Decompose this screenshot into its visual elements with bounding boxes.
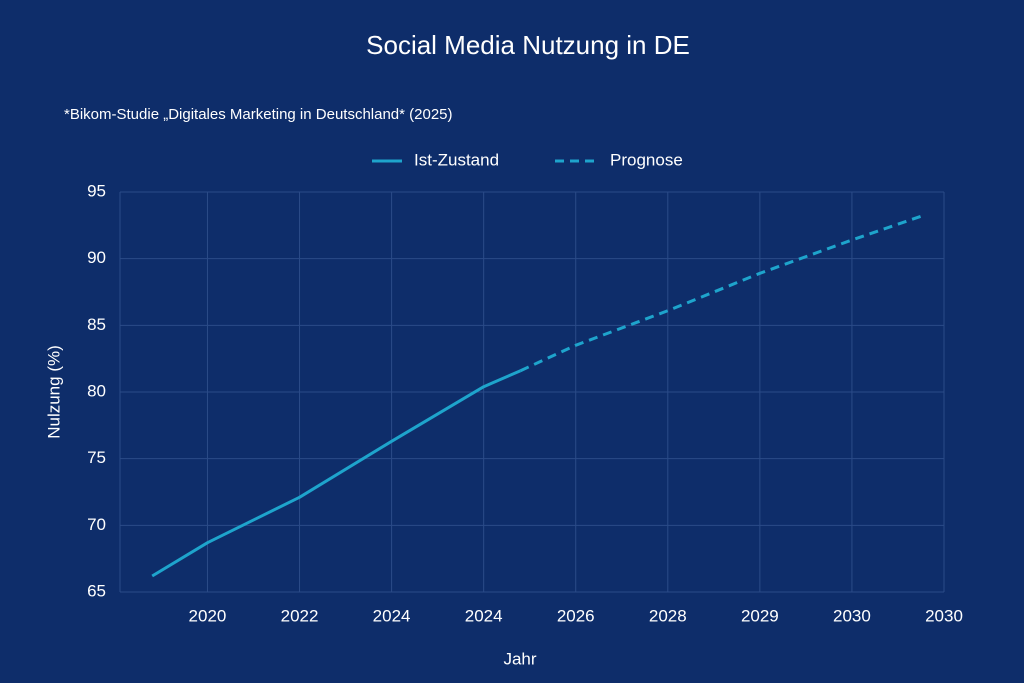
x-tick-label: 2024 xyxy=(465,606,503,625)
y-tick-label: 80 xyxy=(87,381,106,400)
y-tick-label: 65 xyxy=(87,581,106,600)
x-tick-label: 2029 xyxy=(741,606,779,625)
y-tick-label: 90 xyxy=(87,248,106,267)
series-line xyxy=(151,369,522,578)
y-tick-label: 95 xyxy=(87,181,106,200)
x-tick-label: 2030 xyxy=(833,606,871,625)
x-tick-label: 2022 xyxy=(281,606,319,625)
x-tick-label: 2020 xyxy=(189,606,227,625)
x-tick-label: 2024 xyxy=(373,606,411,625)
legend-label: Ist-Zustand xyxy=(414,150,499,169)
x-tick-label: 2028 xyxy=(649,606,687,625)
chart-title: Social Media Nutzung in DE xyxy=(366,30,690,60)
series-line xyxy=(519,213,927,373)
y-tick-label: 70 xyxy=(87,515,106,534)
x-axis-title: Jahr xyxy=(503,649,536,668)
x-tick-label: 2026 xyxy=(557,606,595,625)
chart-subtitle: *Bikom-Studie „Digitales Marketing in De… xyxy=(64,106,453,123)
x-tick-label: 2030 xyxy=(925,606,963,625)
y-tick-label: 85 xyxy=(87,315,106,334)
y-tick-label: 75 xyxy=(87,448,106,467)
legend-label: Prognose xyxy=(610,150,683,169)
y-axis-title: Nulzung (%) xyxy=(44,345,63,439)
